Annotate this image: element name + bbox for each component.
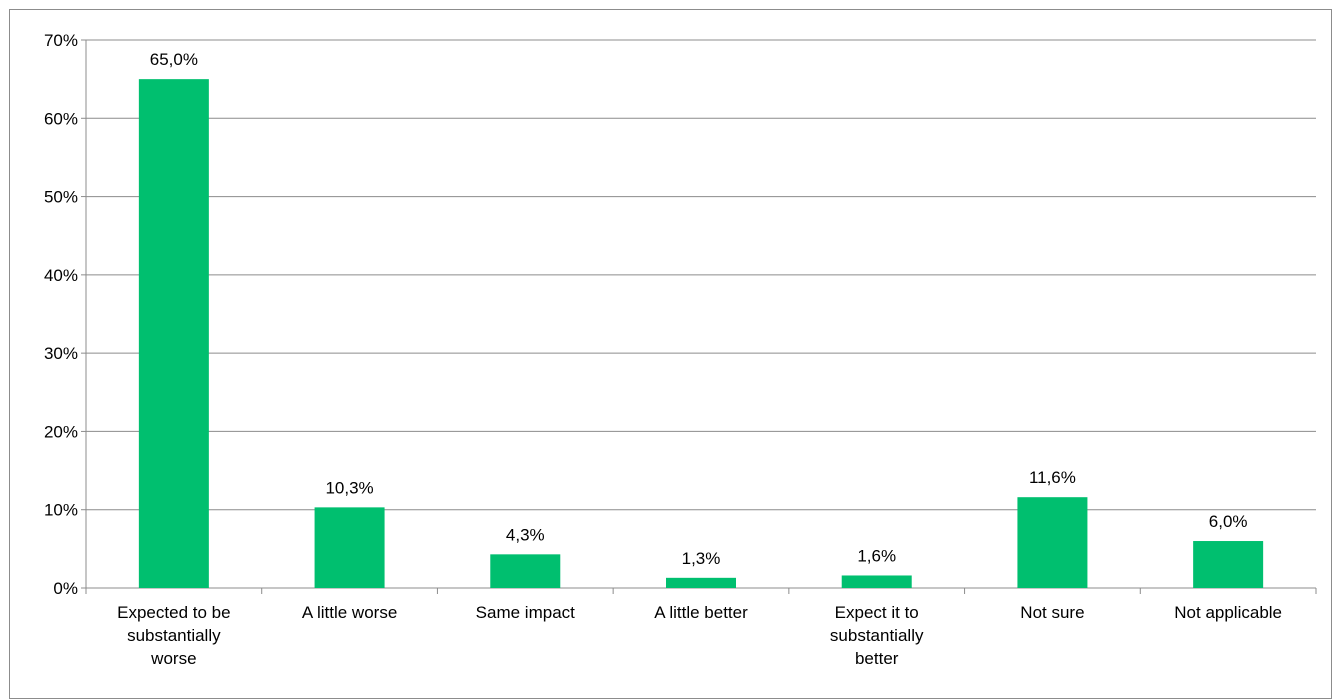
x-category-label: Not applicable bbox=[1174, 603, 1282, 622]
bar bbox=[841, 575, 912, 588]
y-tick-label: 30% bbox=[44, 344, 78, 363]
y-tick-label: 20% bbox=[44, 422, 78, 441]
y-tick-label: 10% bbox=[44, 501, 78, 520]
x-category-label: Same impact bbox=[476, 603, 575, 622]
bar bbox=[1193, 541, 1264, 588]
bar bbox=[1017, 497, 1088, 588]
x-category-label: Expected to be bbox=[117, 603, 230, 622]
data-label: 4,3% bbox=[506, 525, 545, 544]
data-label: 6,0% bbox=[1209, 512, 1248, 531]
bar bbox=[138, 79, 209, 589]
data-label: 65,0% bbox=[150, 50, 198, 69]
data-label: 1,3% bbox=[682, 549, 721, 568]
data-label: 1,6% bbox=[857, 546, 896, 565]
y-tick-label: 50% bbox=[44, 188, 78, 207]
y-tick-label: 70% bbox=[44, 31, 78, 50]
x-category-label: A little worse bbox=[302, 603, 397, 622]
bar bbox=[314, 507, 385, 588]
x-category-label: A little better bbox=[654, 603, 748, 622]
data-label: 10,3% bbox=[325, 478, 373, 497]
x-category-label: Expect it to bbox=[835, 603, 919, 622]
x-category-label: better bbox=[855, 649, 899, 668]
x-category-label: substantially bbox=[127, 626, 221, 645]
bar bbox=[666, 577, 736, 588]
bar bbox=[490, 554, 561, 588]
bar-chart: 0% 10% 20% 30% 40% 50% 60% 70% 65,0% Expected to … bbox=[44, 31, 1317, 668]
y-tick-label: 40% bbox=[44, 266, 78, 285]
y-tick-label: 0% bbox=[53, 579, 78, 598]
x-category-label: substantially bbox=[830, 626, 924, 645]
y-tick-label: 60% bbox=[44, 109, 78, 128]
data-label: 11,6% bbox=[1029, 468, 1076, 487]
x-category-label: worse bbox=[150, 649, 196, 668]
x-category-label: Not sure bbox=[1020, 603, 1084, 622]
